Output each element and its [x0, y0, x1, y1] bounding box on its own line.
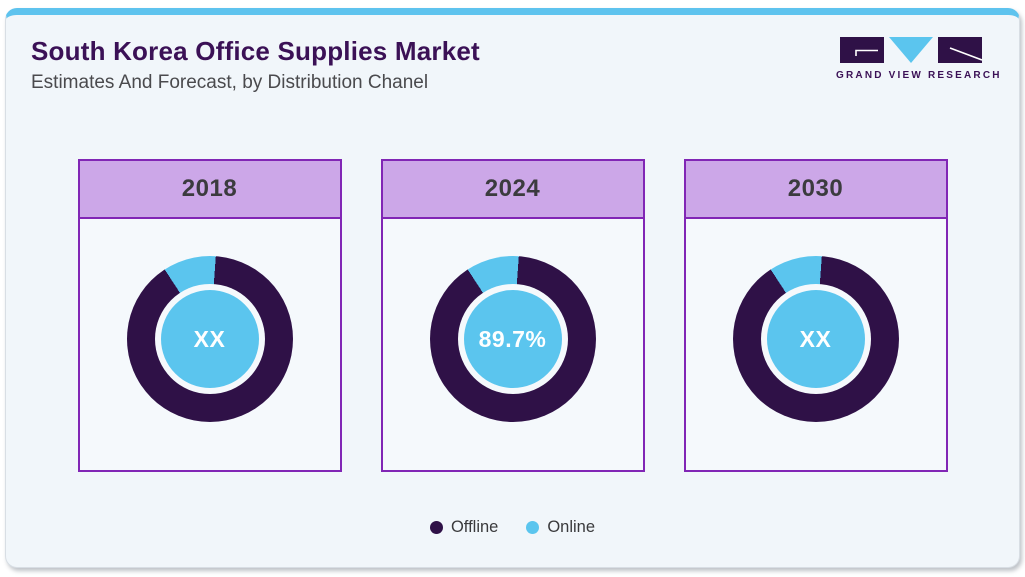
- donut-gap-ring: XX: [154, 284, 265, 394]
- infographic-panel: South Korea Office Supplies Market Estim…: [5, 8, 1020, 568]
- legend: Offline Online: [6, 518, 1019, 537]
- card-2024: 2024 89.7%: [380, 159, 645, 472]
- online-color-dot-icon: [526, 521, 540, 534]
- donut-chart-2018: XX: [126, 256, 293, 422]
- donut-gap-ring: 89.7%: [457, 284, 568, 394]
- card-2018: 2018 XX: [77, 159, 342, 472]
- gvr-logo-icon: [836, 37, 986, 63]
- card-body-2018: XX: [80, 219, 340, 470]
- logo-r-icon: [938, 37, 982, 63]
- page-subtitle: Estimates And Forecast, by Distribution …: [31, 72, 429, 93]
- card-year-2018: 2018: [79, 161, 340, 219]
- card-body-2030: XX: [686, 219, 946, 470]
- page-title: South Korea Office Supplies Market: [31, 36, 480, 66]
- logo-wordmark: GRAND VIEW RESEARCH: [836, 70, 1002, 81]
- donut-chart-2024: 89.7%: [429, 256, 596, 422]
- card-2030: 2030 XX: [683, 159, 948, 472]
- donut-center-value-2018: XX: [160, 290, 259, 388]
- donut-center-value-2024: 89.7%: [463, 290, 562, 388]
- donut-gap-ring: XX: [760, 284, 871, 394]
- legend-label-offline: Offline: [450, 518, 499, 536]
- card-body-2024: 89.7%: [383, 219, 643, 470]
- legend-item-online: Online: [526, 518, 595, 537]
- donut-center-value-2030: XX: [766, 290, 865, 388]
- donut-chart-2030: XX: [732, 256, 899, 422]
- card-year-2024: 2024: [382, 161, 643, 219]
- logo-v-icon: [889, 37, 933, 63]
- grand-view-research-logo: GRAND VIEW RESEARCH: [836, 37, 1002, 81]
- legend-item-offline: Offline: [429, 518, 499, 537]
- card-year-2030: 2030: [685, 161, 946, 219]
- offline-color-dot-icon: [429, 521, 443, 534]
- donut-cards-row: 2018 XX 2024 89.7% 2030: [6, 159, 1019, 472]
- header: South Korea Office Supplies Market Estim…: [31, 36, 480, 94]
- legend-label-online: Online: [547, 518, 596, 536]
- logo-g-icon: [840, 37, 884, 63]
